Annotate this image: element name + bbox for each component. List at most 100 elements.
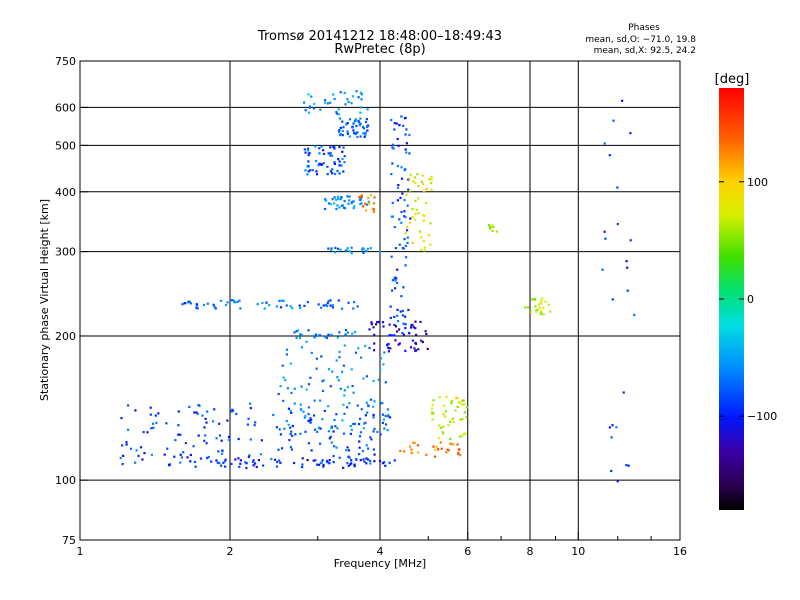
data-point — [351, 385, 354, 388]
data-point — [275, 426, 278, 429]
data-point — [414, 349, 417, 352]
data-point — [396, 281, 399, 285]
data-point — [339, 198, 342, 201]
data-point — [362, 205, 365, 208]
data-point — [341, 157, 344, 161]
data-point — [179, 461, 182, 464]
data-point — [404, 148, 407, 151]
data-point — [333, 445, 336, 448]
data-point — [381, 421, 384, 424]
data-point — [165, 422, 168, 425]
data-point — [416, 173, 419, 176]
data-point — [369, 398, 373, 401]
data-point — [429, 243, 432, 246]
data-point — [400, 115, 403, 118]
data-point — [306, 165, 309, 168]
data-point — [402, 124, 405, 127]
data-point — [201, 414, 204, 417]
data-point — [412, 180, 415, 183]
data-point — [335, 413, 338, 416]
data-point — [398, 218, 401, 221]
data-point — [336, 336, 339, 339]
y-tick-label: 300 — [55, 246, 76, 259]
data-point — [451, 417, 455, 420]
data-point — [422, 214, 425, 217]
data-point — [364, 344, 367, 348]
data-point — [413, 441, 416, 445]
data-point — [396, 186, 400, 189]
data-point — [315, 367, 318, 370]
data-point — [358, 435, 362, 438]
data-point — [234, 458, 237, 461]
data-point — [329, 101, 332, 104]
data-point — [223, 460, 226, 463]
data-point — [286, 387, 289, 390]
data-point — [287, 407, 291, 410]
data-point — [338, 350, 341, 353]
data-point — [152, 422, 155, 425]
data-point — [417, 185, 420, 188]
data-point — [333, 162, 336, 166]
data-point — [373, 427, 376, 430]
data-point — [612, 119, 615, 122]
data-point — [459, 454, 462, 457]
data-point — [418, 230, 422, 233]
gridlines — [80, 61, 680, 540]
data-point — [315, 159, 318, 163]
data-point — [391, 279, 394, 282]
data-point — [438, 424, 441, 427]
data-point — [447, 424, 450, 427]
data-point — [336, 204, 339, 207]
data-point — [345, 449, 348, 452]
data-point — [413, 218, 417, 221]
data-point — [370, 323, 373, 326]
data-point — [423, 214, 426, 217]
data-point — [193, 460, 196, 463]
data-point — [488, 224, 491, 227]
data-point — [289, 409, 292, 412]
data-point — [537, 303, 540, 306]
data-point — [629, 239, 632, 242]
data-point — [182, 451, 185, 454]
data-point — [260, 439, 263, 442]
data-point — [313, 102, 316, 106]
data-point — [463, 403, 466, 406]
data-point — [349, 425, 352, 428]
data-point — [405, 193, 408, 196]
data-point — [464, 432, 467, 435]
data-point — [331, 306, 334, 309]
data-point — [326, 461, 329, 464]
data-point — [235, 412, 238, 415]
data-point — [365, 118, 368, 121]
data-point — [281, 447, 284, 450]
data-point — [288, 439, 291, 442]
data-point — [327, 247, 330, 250]
data-point — [194, 465, 197, 468]
data-point — [244, 461, 247, 464]
data-point — [362, 458, 365, 461]
data-point — [372, 430, 375, 433]
data-point — [404, 264, 407, 267]
data-point — [391, 201, 394, 204]
data-point — [373, 460, 376, 463]
data-point — [616, 480, 619, 483]
data-point — [318, 147, 321, 150]
data-point — [309, 417, 312, 420]
data-point — [524, 306, 527, 309]
data-point — [245, 466, 248, 470]
data-point — [411, 207, 414, 211]
data-point — [366, 125, 369, 128]
data-point — [197, 404, 200, 407]
data-point — [321, 380, 324, 383]
data-point — [400, 166, 403, 169]
data-point — [206, 456, 209, 460]
data-point — [343, 155, 346, 158]
data-point — [342, 170, 345, 173]
data-point — [376, 430, 379, 434]
data-point — [369, 462, 372, 465]
data-point — [261, 301, 264, 305]
data-point — [320, 163, 323, 166]
data-point — [365, 250, 368, 253]
data-point — [408, 221, 411, 224]
data-point — [431, 403, 434, 406]
